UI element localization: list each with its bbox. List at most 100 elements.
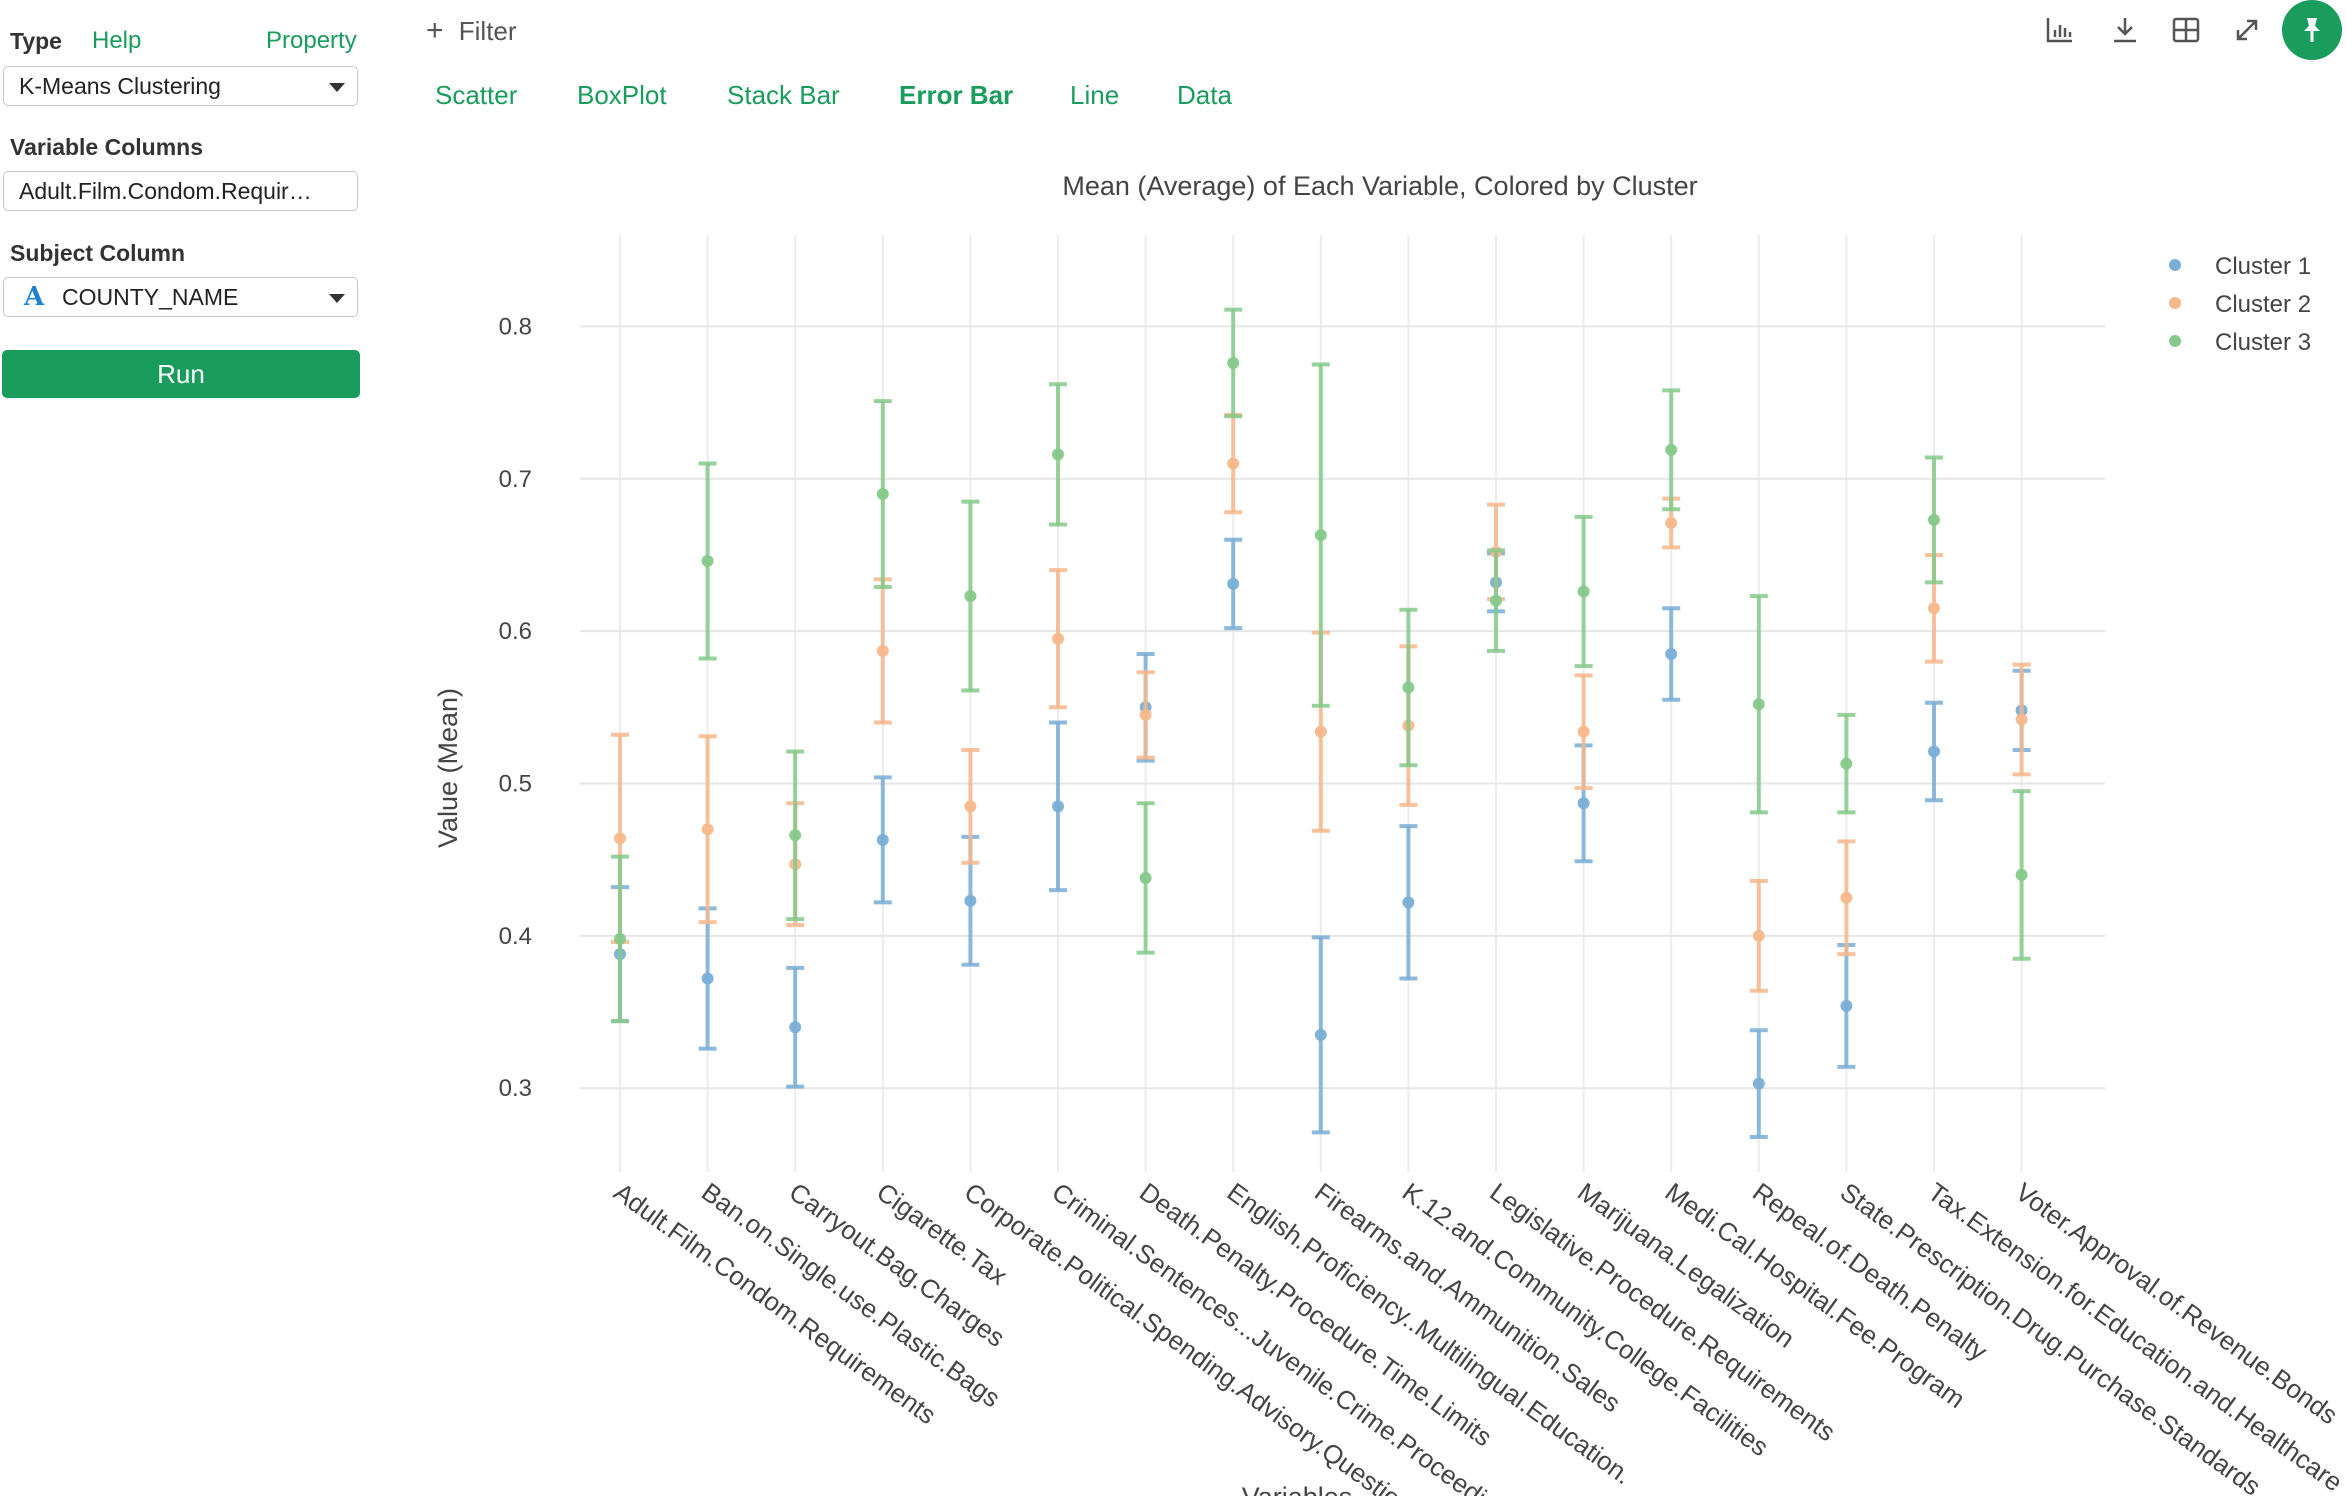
analysis-type-select[interactable]: K-Means Clustering (3, 66, 358, 106)
plus-icon: + (426, 14, 444, 47)
filter-label: Filter (458, 16, 517, 46)
data-point (2015, 868, 2028, 881)
tab-boxplot[interactable]: BoxPlot (577, 80, 667, 110)
legend-marker (2169, 297, 2181, 309)
table-icon[interactable] (2170, 14, 2202, 46)
data-point (1928, 513, 1940, 526)
pin-icon (2304, 18, 2320, 42)
text-type-icon: A (24, 282, 45, 312)
type-label: Type (10, 28, 62, 54)
x-tick-label: Corporate.Political.Spending.Advisory.Qu… (959, 1177, 1418, 1496)
tab-line[interactable]: Line (1070, 80, 1120, 110)
download-icon[interactable] (2109, 14, 2141, 46)
tab-error-bar[interactable]: Error Bar (899, 80, 1014, 110)
grid-lines (580, 235, 2105, 1172)
data-point (876, 833, 889, 846)
data-point (1840, 757, 1853, 770)
chevron-down-icon (329, 83, 345, 92)
data-point (1139, 708, 1152, 721)
data-point (1314, 1028, 1327, 1041)
data-point (789, 858, 802, 871)
x-tick-label: K.12.and.Community.College.Facilities (1397, 1177, 1774, 1463)
x-tick-label: Marijuana.Legalization (1572, 1177, 1800, 1354)
data-point (964, 590, 977, 603)
y-tick-label: 0.3 (499, 1075, 532, 1102)
data-point (1402, 719, 1415, 732)
data-point (1665, 443, 1678, 456)
tab-stack-bar[interactable]: Stack Bar (727, 80, 840, 110)
data-point (1490, 576, 1502, 589)
y-tick-label: 0.5 (499, 770, 532, 797)
variable-columns-field[interactable]: Adult.Film.Condom.Requir… (3, 171, 358, 211)
y-tick-labels: 0.3 0.4 0.5 0.6 0.7 0.8 (499, 313, 532, 1102)
data-point (614, 948, 626, 961)
variable-columns-label: Variable Columns (10, 134, 204, 160)
data-point (964, 800, 977, 813)
data-point (1314, 725, 1327, 738)
x-tick-label: State.Prescription.Drug.Purchase.Standar… (1835, 1177, 2267, 1496)
x-tick-label: Adult.Film.Condom.Requirements (608, 1177, 941, 1431)
data-point (789, 829, 802, 842)
x-tick-label: Firearms.and.Ammunition.Sales (1309, 1177, 1626, 1419)
x-tick-label: Ban.on.Single.use.Plastic.Bags (696, 1177, 1006, 1414)
y-axis-title: Value (Mean) (433, 688, 463, 848)
data-point (1577, 797, 1590, 810)
x-tick-label: Repeal.of.Death.Penalty (1747, 1177, 1993, 1367)
data-point (1840, 999, 1853, 1012)
data-point (1577, 725, 1590, 738)
x-tick-label: Criminal.Sentences...Juvenile.Crime.Proc… (1046, 1177, 1525, 1496)
x-tick-label: Cigarette.Tax (871, 1177, 1013, 1291)
subject-column-value: COUNTY_NAME (62, 284, 239, 310)
data-point (1314, 529, 1327, 542)
data-point (701, 823, 714, 836)
data-point (876, 488, 889, 501)
expand-icon[interactable] (2231, 14, 2263, 46)
tab-data[interactable]: Data (1177, 80, 1232, 110)
data-point (1577, 585, 1590, 598)
pin-button[interactable] (2282, 0, 2342, 60)
legend: Cluster 1 Cluster 2 Cluster 3 (2169, 253, 2311, 356)
x-tick-label: Medi.Cal.Hospital.Fee.Program (1660, 1177, 1971, 1414)
data-point (1752, 929, 1765, 942)
subject-column-select[interactable]: A COUNTY_NAME (3, 277, 358, 317)
data-point (2015, 713, 2028, 726)
data-point (1139, 701, 1152, 714)
subject-column-label: Subject Column (10, 240, 186, 266)
data-point (1928, 602, 1940, 615)
data-point (614, 932, 626, 945)
analysis-type-value: K-Means Clustering (19, 73, 221, 99)
y-tick-label: 0.7 (499, 466, 532, 493)
y-tick-label: 0.8 (499, 313, 532, 340)
left-panel: Type Help Property K-Means Clustering Va… (0, 0, 372, 1496)
data-point (614, 832, 626, 845)
y-tick-label: 0.6 (499, 618, 532, 645)
data-point (1490, 594, 1502, 607)
data-point (1665, 516, 1678, 529)
chart-options-icon[interactable] (2044, 14, 2076, 46)
filter-button[interactable]: + Filter (426, 14, 517, 48)
tab-scatter[interactable]: Scatter (435, 80, 518, 110)
data-point (964, 894, 977, 907)
data-point (1227, 356, 1240, 369)
legend-label: Cluster 1 (2215, 253, 2311, 280)
x-tick-label: Legislative.Procedure.Requirements (1484, 1177, 1841, 1448)
data-point (1752, 1077, 1765, 1090)
run-button[interactable]: Run (2, 350, 360, 398)
data-point (1402, 681, 1415, 694)
data-point (876, 644, 889, 657)
property-link[interactable]: Property (266, 27, 357, 54)
help-link[interactable]: Help (92, 27, 142, 54)
x-tick-label: Voter.Approval.of.Revenue.Bonds (2010, 1177, 2343, 1431)
y-tick-label: 0.4 (499, 923, 532, 950)
chart-title: Mean (Average) of Each Variable, Colored… (1062, 171, 1697, 201)
data-point (1227, 577, 1240, 590)
data-point (1402, 896, 1415, 909)
legend-label: Cluster 2 (2215, 291, 2311, 318)
legend-marker (2169, 259, 2181, 271)
data-point (701, 555, 714, 568)
data-point (2015, 704, 2028, 717)
x-tick-label: Death.Penalty.Procedure.Time.Limits (1134, 1177, 1498, 1453)
legend-marker (2169, 335, 2181, 347)
chevron-down-icon (329, 294, 345, 303)
data-point (1840, 891, 1853, 904)
